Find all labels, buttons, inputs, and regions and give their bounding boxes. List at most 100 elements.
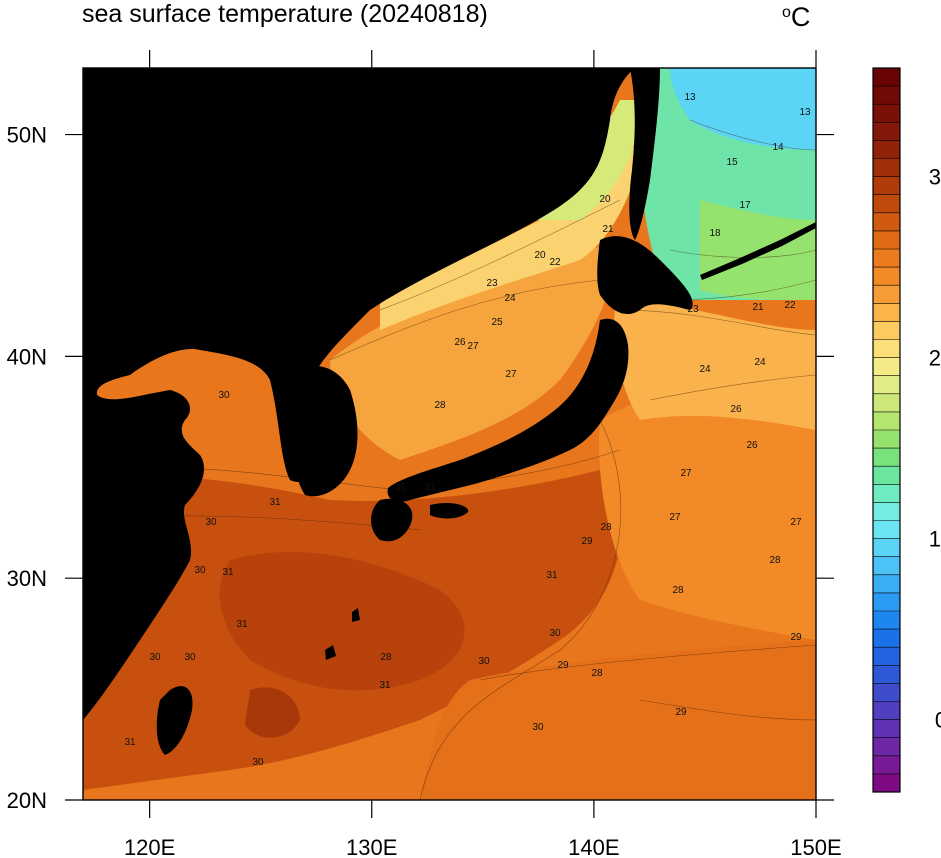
contour-value-label: 21: [602, 224, 614, 235]
land: [83, 68, 816, 755]
land-sakhalin: [629, 68, 660, 240]
contour-value-label: 31: [269, 497, 281, 508]
colorbar-cell: [873, 212, 900, 232]
map-title: sea surface temperature (20240818): [82, 0, 488, 28]
sea-zone-japan-sea-north: [380, 140, 640, 330]
colorbar-cell: [873, 285, 900, 304]
contour-value-label: 13: [799, 107, 811, 118]
contour-value-label: 30: [478, 656, 490, 667]
sea-zone-kuroshio: [614, 300, 816, 430]
colorbar-cell: [873, 194, 900, 214]
colorbar-frame: [872, 67, 901, 793]
colorbar-tick-label: 10: [929, 527, 941, 552]
colorbar-cell: [873, 68, 900, 87]
colorbar-cell: [873, 484, 900, 503]
contour-value-label: 31: [379, 680, 391, 691]
colorbar-cell: [873, 737, 900, 757]
contour-value-label: 23: [486, 278, 498, 289]
contour-value-label: 30: [149, 652, 161, 663]
land-kuril-islands: [700, 222, 816, 280]
colorbar-tick-label: 20: [929, 346, 941, 371]
colorbar-cell: [873, 249, 900, 268]
colorbar-cell: [873, 448, 900, 467]
land-honshu: [387, 318, 629, 502]
contour-value-label: 31: [124, 737, 136, 748]
colorbar-cell: [873, 719, 900, 738]
colorbar-tick-label: 30: [929, 165, 941, 190]
colorbar-cell: [873, 665, 900, 684]
contour-value-label: 31: [222, 567, 234, 578]
colorbar-cell: [873, 86, 900, 105]
colorbar-cell: [873, 683, 900, 702]
lat-tick-label: 50N: [7, 123, 47, 148]
contour-value-label: 25: [491, 317, 503, 328]
lon-tick-label: 150E: [790, 835, 841, 858]
contour-value-label: 26: [454, 337, 466, 348]
land-hokkaido: [597, 236, 693, 315]
contour-value-label: 31: [546, 570, 558, 581]
land-shikoku: [430, 502, 469, 519]
colorbar-cell: [873, 176, 900, 195]
contour-value-label: 24: [754, 357, 766, 368]
land-asia-mainland: [83, 68, 635, 720]
land-taiwan: [156, 686, 193, 755]
colorbar-cell: [873, 430, 900, 449]
map-axes: 120E 130E 140E 150E 20N 30N 40N 50N: [7, 50, 842, 858]
lat-tick-label: 20N: [7, 788, 47, 813]
colorbar-cell: [873, 104, 900, 123]
colorbar-cell: [873, 158, 900, 177]
contour-value-label: 28: [591, 668, 603, 679]
colorbar-cell: [873, 267, 900, 286]
land-korea: [290, 366, 358, 497]
colorbar-cell: [873, 556, 900, 576]
contour-value-label: 26: [730, 404, 742, 415]
contour-value-label: 13: [684, 92, 696, 103]
colorbar-cell: [873, 393, 900, 413]
contour-value-label: 31: [394, 482, 406, 493]
contour-value-label: 31: [236, 619, 248, 630]
colorbar-cell: [873, 411, 900, 431]
land-ryukyu-2: [325, 645, 336, 660]
contour-value-label: 28: [600, 522, 612, 533]
contour-value-label: 30: [252, 757, 264, 768]
contour-value-label: 14: [772, 142, 784, 153]
contour-value-label: 20: [599, 194, 611, 205]
contour-value-label: 29: [557, 660, 569, 671]
colorbar-cell: [873, 230, 900, 250]
sea-zone-japan-sea: [330, 247, 620, 460]
colorbar-cell: [873, 701, 900, 720]
contour-value-label: 17: [739, 200, 751, 211]
colorbar-cell: [873, 339, 900, 358]
colorbar-cell: [873, 303, 900, 322]
contour-value-label: 27: [505, 369, 517, 380]
lon-tick-label: 120E: [124, 835, 175, 858]
colorbar-cell: [873, 592, 900, 612]
sea-zone-okhotsk-cold: [670, 68, 816, 150]
contour-value-label: 21: [752, 302, 764, 313]
contour-value-label: 30: [532, 722, 544, 733]
lon-tick-label: 140E: [568, 835, 619, 858]
contour-value-label: 18: [709, 228, 721, 239]
contour-value-label: 28: [769, 555, 781, 566]
contour-value-label: 22: [549, 257, 561, 268]
sea-zone-hot-2: [245, 687, 300, 738]
sea-zone-east: [599, 370, 816, 640]
lat-tick-label: 40N: [7, 344, 47, 369]
land-ryukyu-1: [352, 608, 360, 622]
contour-value-label: 27: [669, 512, 681, 523]
colorbar-cell: [873, 773, 900, 793]
contour-value-label: 30: [549, 628, 561, 639]
colorbar-cell: [873, 140, 900, 159]
contour-value-label: 24: [699, 364, 711, 375]
contour-value-label: 26: [746, 440, 758, 451]
colorbar-tick-label: 0: [935, 708, 941, 733]
contour-value-label: 30: [194, 565, 206, 576]
map-frame: [82, 67, 817, 801]
lat-tick-label: 30N: [7, 566, 47, 591]
contour-value-label: 30: [184, 652, 196, 663]
colorbar-cell: [873, 755, 900, 775]
sea-zone-south: [420, 640, 816, 800]
contour-value-label: 30: [218, 390, 230, 401]
colorbar-cell: [873, 520, 900, 539]
contour-value-label: 31: [424, 482, 436, 493]
